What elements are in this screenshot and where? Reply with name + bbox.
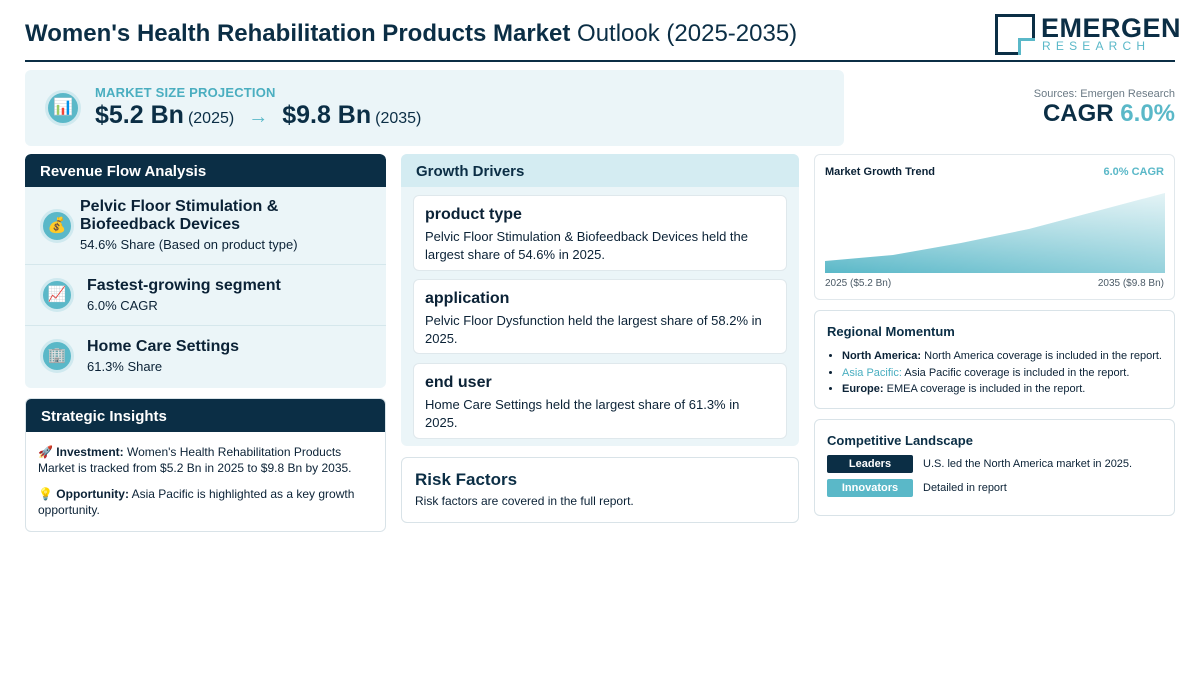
lightbulb-icon: 💡 [38, 487, 53, 501]
risk-factors-panel: Risk Factors Risk factors are covered in… [401, 457, 799, 523]
cagr-headline: CAGR 6.0% [1042, 100, 1175, 127]
opportunity-insight: 💡 Opportunity: Asia Pacific is highlight… [38, 487, 355, 517]
driver-card-text: Pelvic Floor Stimulation & Biofeedback D… [425, 229, 748, 262]
logo-mark-icon [995, 14, 1035, 55]
growth-drivers-title: Growth Drivers [401, 154, 799, 187]
revenue-item: 📈 Fastest-growing segment 6.0% CAGR [25, 265, 386, 326]
start-year: (2025) [187, 110, 235, 127]
innovators-text: Detailed in report [923, 482, 1007, 494]
leaders-text: U.S. led the North America market in 202… [923, 458, 1133, 470]
trend-start-label: 2025 ($5.2 Bn) [825, 278, 892, 289]
market-size-values: $5.2 Bn (2025) → $9.8 Bn (2035) [95, 101, 421, 130]
revenue-flow-title: Revenue Flow Analysis [25, 154, 386, 187]
trend-end-label: 2035 ($9.8 Bn) [1097, 278, 1164, 289]
driver-card-title: end user [425, 374, 492, 391]
arrow-right-icon: → [248, 106, 269, 128]
driver-card-text: Home Care Settings held the largest shar… [425, 397, 740, 430]
risk-factors-text: Risk factors are covered in the full rep… [415, 494, 634, 508]
market-growth-trend-panel: Market Growth Trend 6.0% CAGR 2025 ($5.2… [814, 154, 1175, 300]
strategic-insights-title: Strategic Insights [26, 399, 385, 432]
risk-factors-title: Risk Factors [415, 470, 518, 489]
start-value: $5.2 Bn [95, 101, 184, 129]
revenue-item-title: Fastest-growing segment [87, 277, 281, 294]
emergen-logo[interactable]: EMERGEN RESEARCH [995, 13, 1181, 56]
driver-card-text: Pelvic Floor Dysfunction held the larges… [425, 313, 762, 346]
region-item: North America: North America coverage is… [842, 348, 1162, 365]
trend-cagr-label: 6.0% CAGR [1103, 166, 1164, 178]
investment-insight: 🚀 Investment: Women's Health Rehabilitat… [38, 445, 352, 475]
regional-momentum-title: Regional Momentum [827, 324, 955, 339]
market-size-label: MARKET SIZE PROJECTION [95, 85, 276, 100]
end-year: (2035) [375, 110, 422, 127]
regional-list: North America: North America coverage is… [842, 348, 1162, 398]
logo-wordmark: EMERGEN [1041, 13, 1182, 43]
competitive-landscape-panel: Competitive Landscape Leaders U.S. led t… [814, 419, 1175, 516]
rocket-icon: 🚀 [38, 445, 53, 459]
driver-card-title: application [425, 290, 510, 307]
trend-title: Market Growth Trend [825, 166, 936, 178]
driver-card: end user Home Care Settings held the lar… [413, 363, 787, 439]
driver-card-title: product type [425, 206, 522, 223]
revenue-item: 🏢 Home Care Settings 61.3% Share [25, 326, 386, 386]
innovators-badge: Innovators [827, 479, 913, 497]
revenue-item-title: Pelvic Floor Stimulation & Biofeedback D… [80, 198, 279, 233]
revenue-item-title: Home Care Settings [87, 338, 240, 355]
bar-chart-icon: 📊 [45, 90, 81, 126]
revenue-item-subtitle: 6.0% CAGR [87, 298, 158, 313]
growth-drivers-panel: Growth Drivers product type Pelvic Floor… [401, 154, 799, 446]
money-bag-icon: 💰 [40, 209, 74, 243]
trend-area-graphic [825, 193, 1165, 273]
region-item: Europe: EMEA coverage is included in the… [842, 381, 1162, 398]
competitive-landscape-title: Competitive Landscape [827, 433, 973, 448]
leaders-badge: Leaders [827, 455, 913, 473]
driver-card: application Pelvic Floor Dysfunction hel… [413, 279, 787, 354]
revenue-flow-panel: Revenue Flow Analysis 💰 Pelvic Floor Sti… [25, 154, 386, 388]
trend-up-icon: 📈 [40, 278, 74, 312]
region-item: Asia Pacific: Asia Pacific coverage is i… [842, 365, 1162, 382]
page-title: Women's Health Rehabilitation Products M… [25, 20, 798, 47]
revenue-item-subtitle: 54.6% Share (Based on product type) [80, 237, 298, 252]
end-value: $9.8 Bn [282, 101, 372, 129]
revenue-item-subtitle: 61.3% Share [87, 359, 163, 374]
building-icon: 🏢 [40, 339, 74, 373]
header: Women's Health Rehabilitation Products M… [25, 0, 1181, 62]
logo-subtitle: RESEARCH [1042, 39, 1151, 53]
sources-note: Sources: Emergen Research [1033, 88, 1175, 100]
strategic-insights-panel: Strategic Insights 🚀 Investment: Women's… [25, 398, 386, 532]
driver-card: product type Pelvic Floor Stimulation & … [413, 195, 787, 271]
trend-area-highlight [825, 193, 1165, 273]
regional-momentum-panel: Regional Momentum North America: North A… [814, 310, 1175, 409]
revenue-item: 💰 Pelvic Floor Stimulation & Biofeedback… [25, 187, 386, 265]
market-size-banner: 📊 MARKET SIZE PROJECTION $5.2 Bn (2025) → $… [25, 70, 844, 146]
